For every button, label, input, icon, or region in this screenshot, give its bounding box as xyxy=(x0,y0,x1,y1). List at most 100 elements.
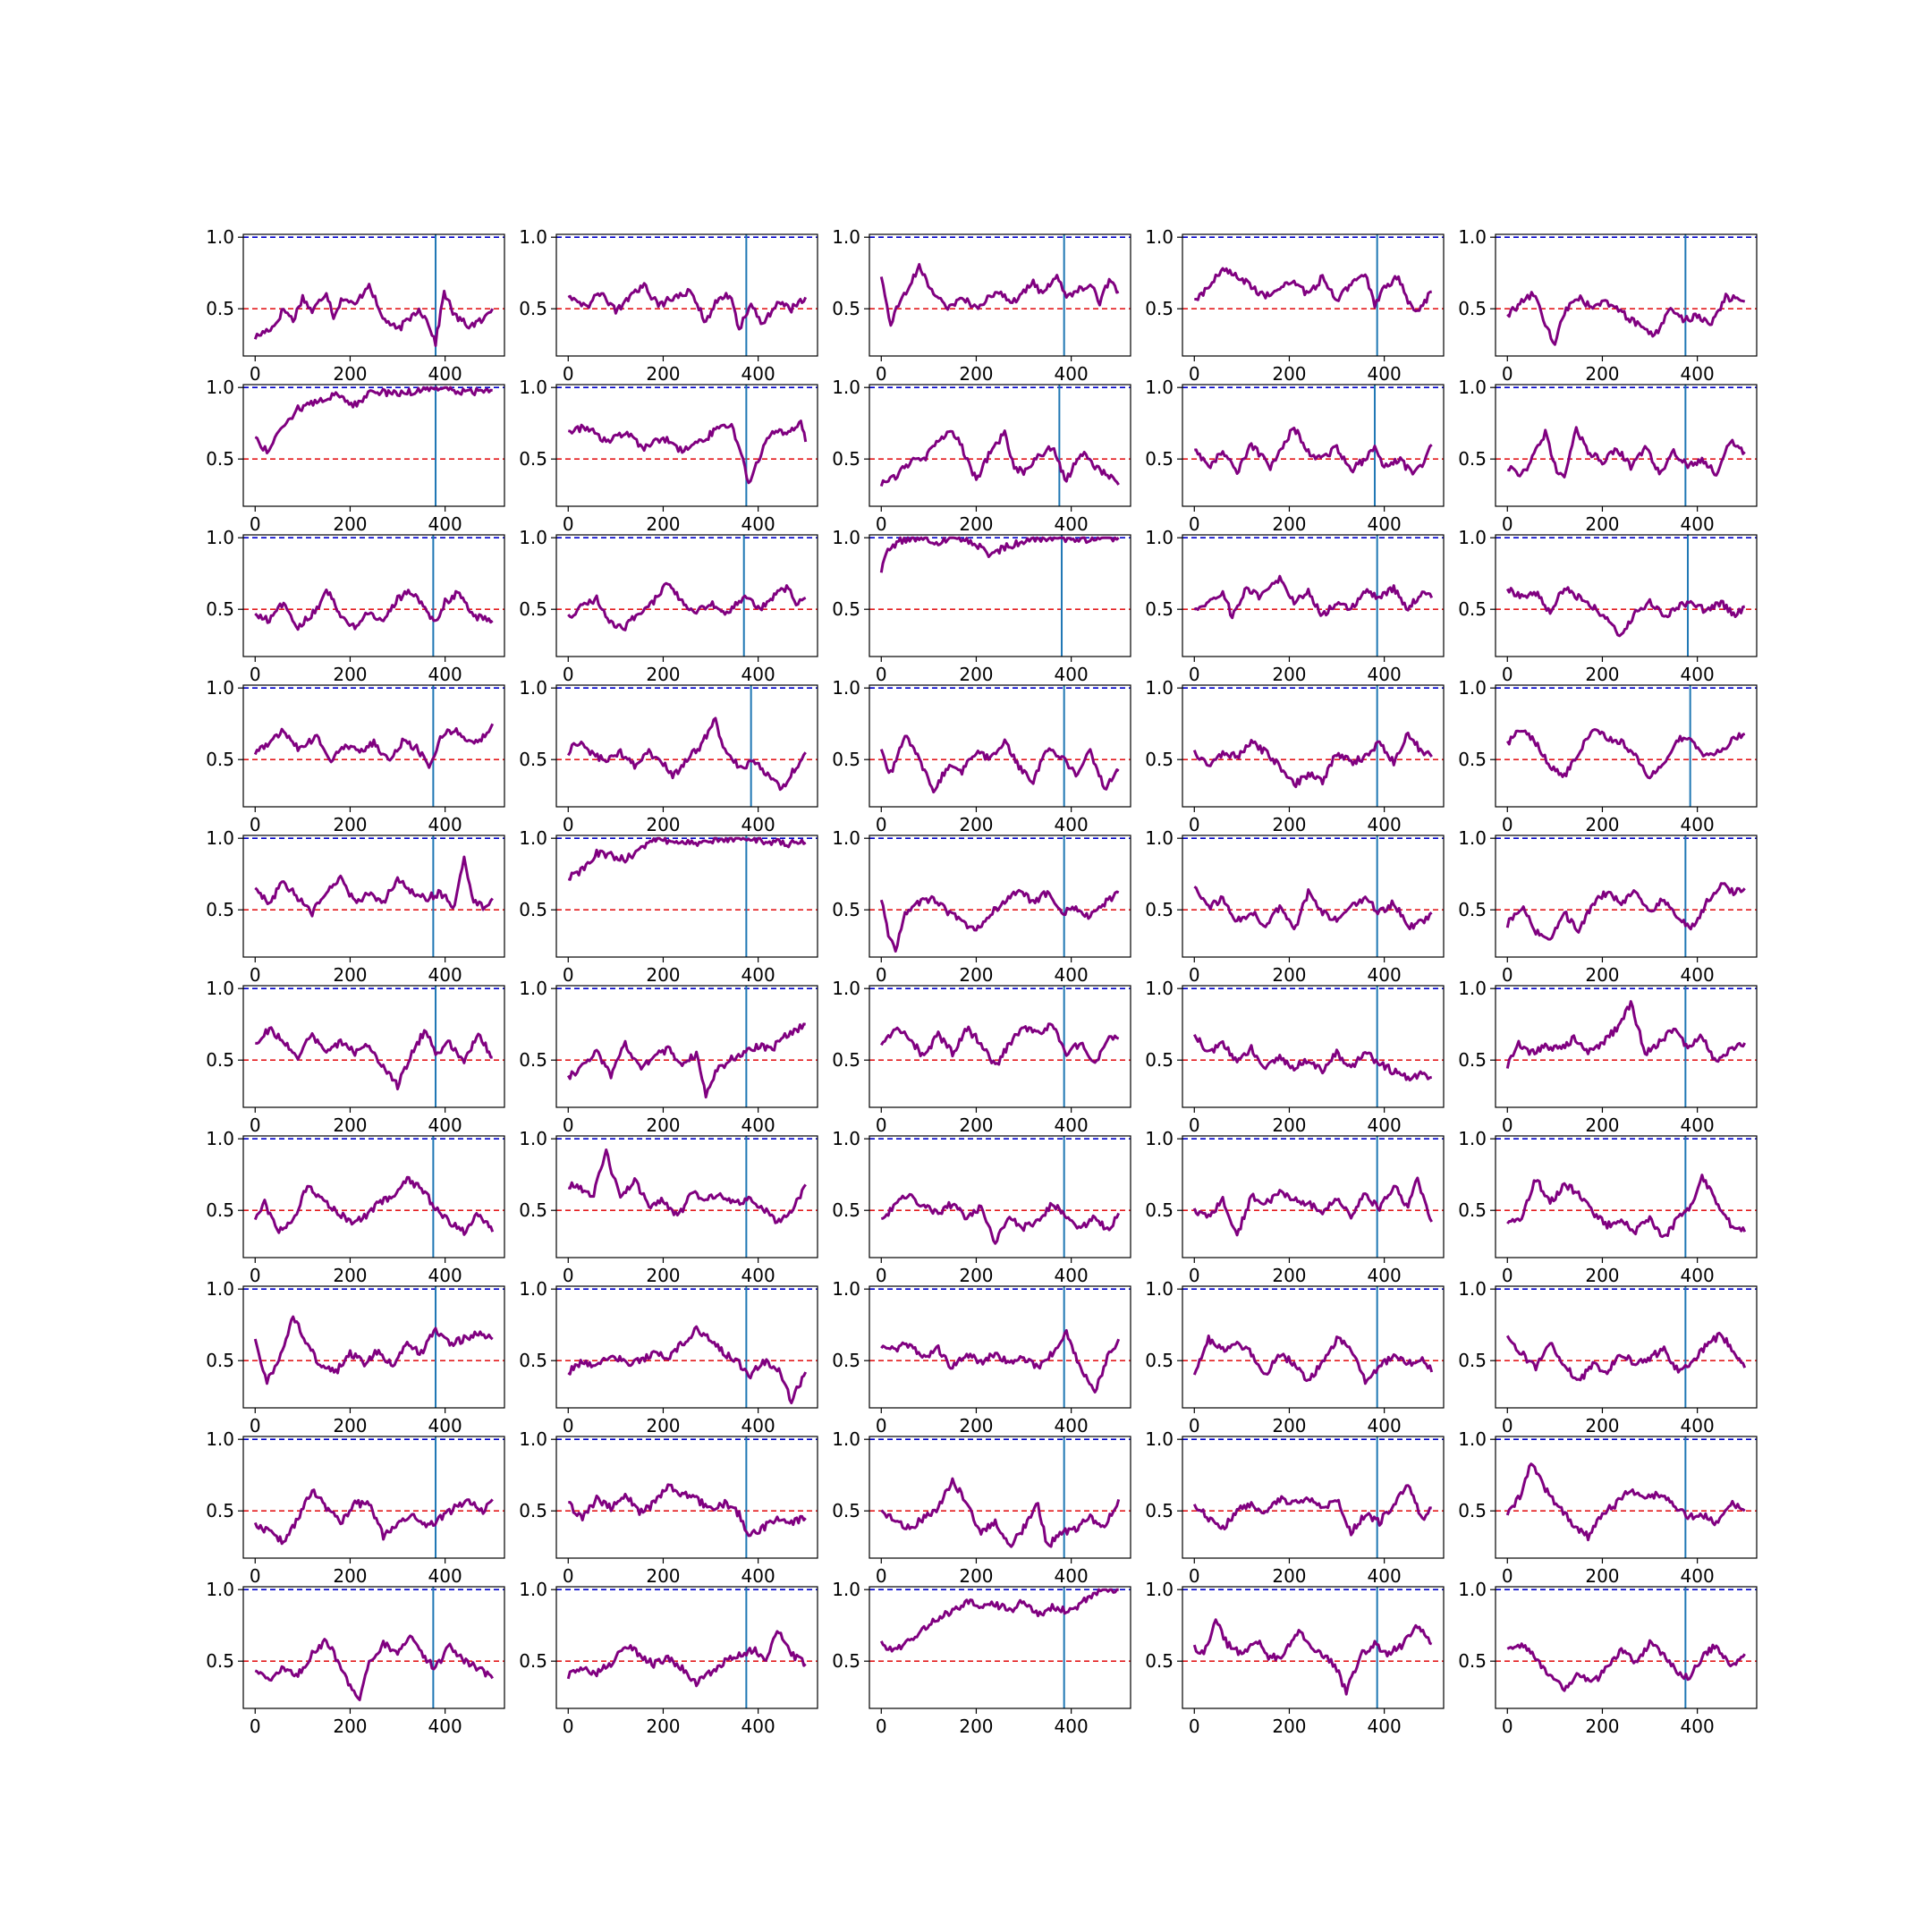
data-series-line xyxy=(566,1630,807,1688)
data-series-line xyxy=(254,588,494,631)
y-tick-label: 1.0 xyxy=(1145,527,1174,548)
data-series-line xyxy=(880,1328,1121,1394)
x-tick-label: 200 xyxy=(646,1265,680,1286)
data-series-line xyxy=(1192,1176,1434,1237)
y-tick-label: 0.5 xyxy=(1458,598,1487,620)
data-series-line xyxy=(567,581,807,631)
x-tick-label: 200 xyxy=(646,814,680,835)
x-tick-label: 200 xyxy=(1272,513,1306,535)
axes-frame xyxy=(242,835,505,958)
y-tick-label: 0.5 xyxy=(832,1650,860,1672)
panel-33: 0.5 1.0 0 200 400 xyxy=(832,1128,1131,1286)
x-tick-label: 400 xyxy=(1368,964,1402,986)
x-tick-label: 400 xyxy=(1368,513,1402,535)
panel-14: 0.5 1.0 0 200 400 xyxy=(1145,527,1445,685)
x-tick-label: 200 xyxy=(959,964,993,986)
y-tick-label: 0.5 xyxy=(832,448,860,470)
x-tick-label: 0 xyxy=(1502,814,1513,835)
data-series-line xyxy=(1505,882,1746,941)
panel-17: 0.5 1.0 0 200 400 xyxy=(519,677,818,835)
y-tick-label: 1.0 xyxy=(832,226,860,248)
y-tick-label: 0.5 xyxy=(206,1350,234,1371)
x-tick-label: 400 xyxy=(1681,363,1715,385)
y-tick-label: 1.0 xyxy=(1145,1428,1174,1450)
x-tick-label: 200 xyxy=(1585,363,1619,385)
axes-frame xyxy=(869,534,1131,657)
y-tick-label: 1.0 xyxy=(1145,226,1174,248)
y-tick-label: 0.5 xyxy=(1145,1049,1174,1071)
x-tick-label: 0 xyxy=(1189,1265,1200,1286)
x-tick-label: 0 xyxy=(876,1114,887,1136)
y-tick-label: 1.0 xyxy=(832,527,860,548)
axes-frame xyxy=(242,1586,505,1709)
x-tick-label: 200 xyxy=(1272,1716,1306,1737)
y-tick-label: 0.5 xyxy=(1145,899,1174,920)
panel-30: 0.5 1.0 0 200 400 xyxy=(1458,978,1758,1136)
data-series-line xyxy=(879,536,1120,573)
x-tick-label: 400 xyxy=(741,1415,775,1436)
y-tick-label: 0.5 xyxy=(1458,1199,1487,1221)
panel-49: 0.5 1.0 0 200 400 xyxy=(1145,1579,1445,1737)
x-tick-label: 0 xyxy=(563,964,574,986)
panel-3: 0.5 1.0 0 200 400 xyxy=(832,226,1131,385)
x-tick-label: 400 xyxy=(428,814,462,835)
y-tick-label: 0.5 xyxy=(206,1199,234,1221)
axes-frame xyxy=(1182,534,1445,657)
y-tick-label: 0.5 xyxy=(519,1049,547,1071)
axes-frame xyxy=(1495,1135,1758,1258)
y-tick-label: 1.0 xyxy=(1145,677,1174,699)
axes-frame xyxy=(555,1285,818,1409)
panel-16: 0.5 1.0 0 200 400 xyxy=(206,677,505,835)
x-tick-label: 200 xyxy=(1272,1265,1306,1286)
x-tick-label: 400 xyxy=(428,664,462,685)
y-tick-label: 0.5 xyxy=(519,448,547,470)
data-series-line xyxy=(567,836,807,881)
x-tick-label: 0 xyxy=(1189,1415,1200,1436)
panel-22: 0.5 1.0 0 200 400 xyxy=(519,827,818,986)
data-series-line xyxy=(1192,1618,1433,1696)
panel-41: 0.5 1.0 0 200 400 xyxy=(206,1428,505,1587)
axes-frame xyxy=(1182,684,1445,808)
y-tick-label: 0.5 xyxy=(832,1049,860,1071)
x-tick-label: 400 xyxy=(1368,1114,1402,1136)
y-tick-label: 0.5 xyxy=(206,298,234,319)
x-tick-label: 400 xyxy=(1368,664,1402,685)
x-tick-label: 400 xyxy=(1368,1565,1402,1587)
data-series-line xyxy=(567,1148,807,1224)
panel-38: 0.5 1.0 0 200 400 xyxy=(832,1278,1131,1436)
axes-frame xyxy=(1182,233,1445,357)
panel-40: 0.5 1.0 0 200 400 xyxy=(1458,1278,1758,1436)
data-series-line xyxy=(1506,1174,1747,1239)
x-tick-label: 400 xyxy=(1681,513,1715,535)
x-tick-label: 200 xyxy=(1272,664,1306,685)
data-series-line xyxy=(254,386,493,454)
x-tick-label: 200 xyxy=(1272,363,1306,385)
x-tick-label: 0 xyxy=(563,363,574,385)
axes-frame xyxy=(555,1436,818,1559)
axes-frame xyxy=(1182,384,1445,507)
x-tick-label: 0 xyxy=(563,1716,574,1737)
panel-10: 0.5 1.0 0 200 400 xyxy=(1458,377,1758,535)
y-tick-label: 0.5 xyxy=(519,899,547,920)
y-tick-label: 0.5 xyxy=(519,1199,547,1221)
axes-frame xyxy=(869,1436,1131,1559)
y-tick-label: 0.5 xyxy=(206,1500,234,1521)
panel-46: 0.5 1.0 0 200 400 xyxy=(206,1579,505,1737)
x-tick-label: 200 xyxy=(333,1565,367,1587)
axes-frame xyxy=(555,985,818,1108)
panel-7: 0.5 1.0 0 200 400 xyxy=(519,377,818,535)
y-tick-label: 1.0 xyxy=(1458,527,1487,548)
axes-frame xyxy=(555,835,818,958)
panel-43: 0.5 1.0 0 200 400 xyxy=(832,1428,1131,1587)
y-tick-label: 0.5 xyxy=(519,1650,547,1672)
y-tick-label: 0.5 xyxy=(1145,298,1174,319)
data-series-line xyxy=(254,1634,494,1701)
axes-frame xyxy=(555,1586,818,1709)
y-tick-label: 1.0 xyxy=(1458,1428,1487,1450)
x-tick-label: 0 xyxy=(876,513,887,535)
x-tick-label: 400 xyxy=(1055,964,1089,986)
panel-35: 0.5 1.0 0 200 400 xyxy=(1458,1128,1758,1286)
data-series-line xyxy=(567,1325,808,1405)
x-tick-label: 0 xyxy=(1189,1114,1200,1136)
